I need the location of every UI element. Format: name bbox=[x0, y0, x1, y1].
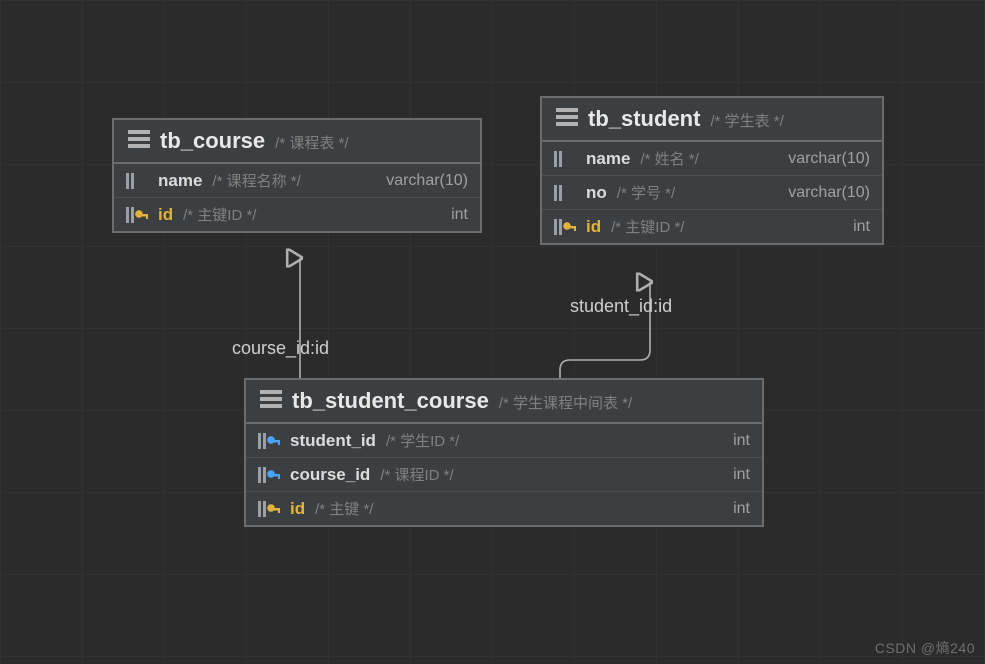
table-comment: /* 学生课程中间表 */ bbox=[499, 392, 632, 413]
column-name: student_id bbox=[290, 431, 376, 451]
table-title: tb_student bbox=[588, 106, 700, 132]
table-header[interactable]: tb_student /* 学生表 */ bbox=[542, 98, 882, 142]
column-icon bbox=[554, 150, 576, 168]
column-comment: /* 主键ID */ bbox=[183, 204, 256, 225]
edge-label-student: student_id:id bbox=[570, 296, 672, 317]
column-comment: /* 课程名称 */ bbox=[212, 170, 300, 191]
table-comment: /* 课程表 */ bbox=[275, 132, 348, 153]
column-comment: /* 课程ID */ bbox=[380, 464, 453, 485]
column-name: id bbox=[290, 499, 305, 519]
table-title: tb_course bbox=[160, 128, 265, 154]
table-tb-student-course[interactable]: tb_student_course /* 学生课程中间表 */ student_… bbox=[244, 378, 764, 527]
column-icon bbox=[554, 184, 576, 202]
table-row[interactable]: name /* 课程名称 */ varchar(10) bbox=[114, 164, 480, 198]
table-tb-student[interactable]: tb_student /* 学生表 */ name /* 姓名 */ varch… bbox=[540, 96, 884, 245]
column-comment: /* 学号 */ bbox=[617, 182, 675, 203]
table-title: tb_student_course bbox=[292, 388, 489, 414]
pk-key-icon bbox=[258, 500, 280, 518]
column-name: name bbox=[158, 171, 202, 191]
table-header[interactable]: tb_course /* 课程表 */ bbox=[114, 120, 480, 164]
fk-key-icon bbox=[258, 466, 280, 484]
column-comment: /* 主键ID */ bbox=[611, 216, 684, 237]
pk-key-icon bbox=[554, 218, 576, 236]
edge-label-course: course_id:id bbox=[232, 338, 329, 359]
table-icon bbox=[556, 108, 578, 126]
column-name: name bbox=[586, 149, 630, 169]
column-type: int bbox=[733, 466, 750, 484]
table-comment: /* 学生表 */ bbox=[710, 110, 783, 131]
column-name: no bbox=[586, 183, 607, 203]
table-row[interactable]: student_id /* 学生ID */ int bbox=[246, 424, 762, 458]
table-row[interactable]: id /* 主键ID */ int bbox=[114, 198, 480, 231]
table-icon bbox=[128, 130, 150, 148]
column-name: id bbox=[158, 205, 173, 225]
column-comment: /* 学生ID */ bbox=[386, 430, 459, 451]
table-row[interactable]: no /* 学号 */ varchar(10) bbox=[542, 176, 882, 210]
column-comment: /* 姓名 */ bbox=[640, 148, 698, 169]
column-name: id bbox=[586, 217, 601, 237]
table-row[interactable]: course_id /* 课程ID */ int bbox=[246, 458, 762, 492]
table-row[interactable]: name /* 姓名 */ varchar(10) bbox=[542, 142, 882, 176]
table-icon bbox=[260, 390, 282, 408]
column-type: varchar(10) bbox=[788, 150, 870, 168]
column-type: int bbox=[733, 432, 750, 450]
table-tb-course[interactable]: tb_course /* 课程表 */ name /* 课程名称 */ varc… bbox=[112, 118, 482, 233]
table-row[interactable]: id /* 主键ID */ int bbox=[542, 210, 882, 243]
column-name: course_id bbox=[290, 465, 370, 485]
pk-key-icon bbox=[126, 206, 148, 224]
column-icon bbox=[126, 172, 148, 190]
column-type: int bbox=[451, 206, 468, 224]
table-header[interactable]: tb_student_course /* 学生课程中间表 */ bbox=[246, 380, 762, 424]
column-type: int bbox=[733, 500, 750, 518]
column-type: varchar(10) bbox=[788, 184, 870, 202]
column-type: varchar(10) bbox=[386, 172, 468, 190]
watermark: CSDN @熵240 bbox=[875, 638, 975, 658]
table-row[interactable]: id /* 主键 */ int bbox=[246, 492, 762, 525]
column-type: int bbox=[853, 218, 870, 236]
fk-key-icon bbox=[258, 432, 280, 450]
column-comment: /* 主键 */ bbox=[315, 498, 373, 519]
